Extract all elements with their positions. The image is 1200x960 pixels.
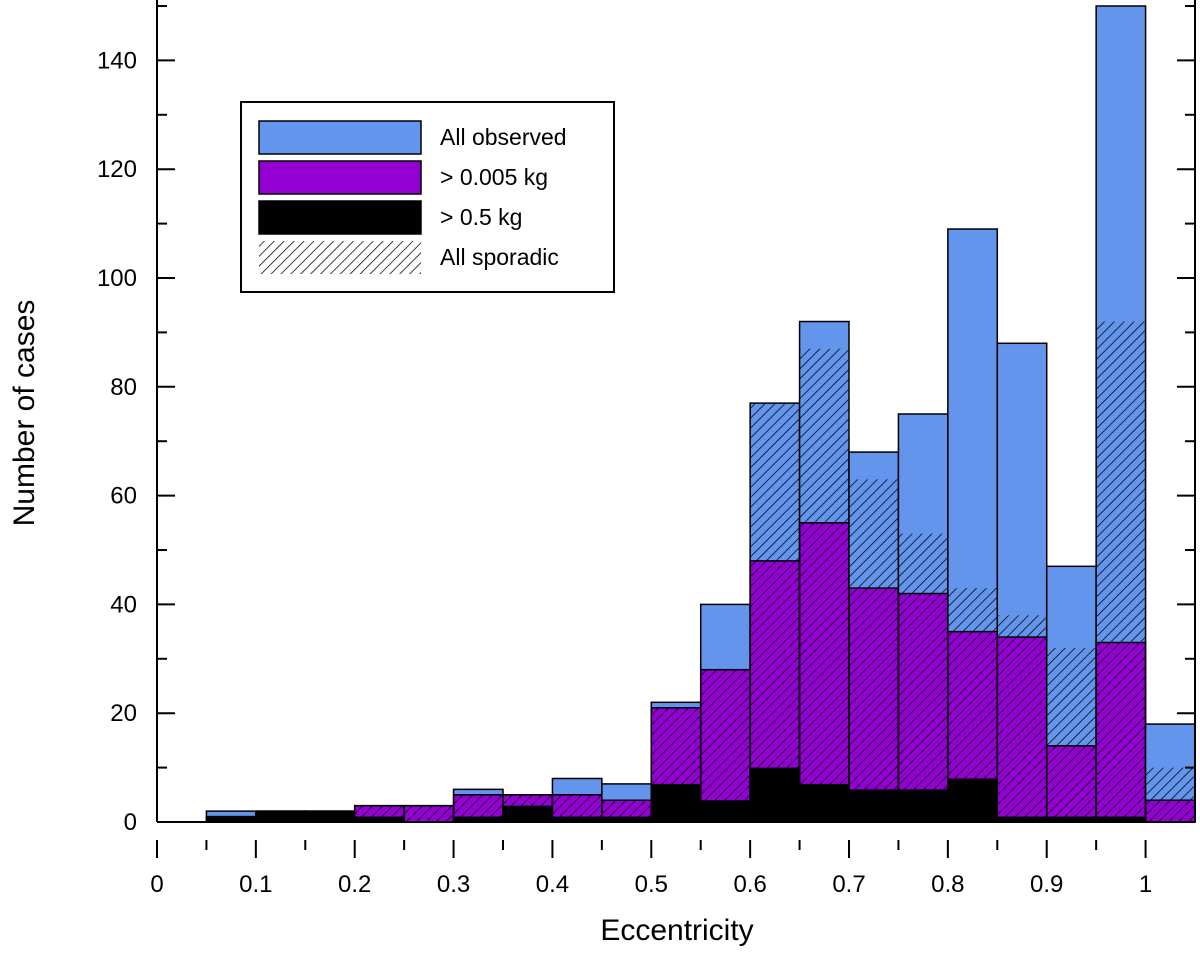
y-tick-label: 60 [110,483,137,510]
legend-swatch-heavy [258,160,422,195]
y-axis-title: Number of cases [8,300,41,527]
bar-all-sporadic [1096,321,1146,822]
y-tick-label: 100 [97,265,137,292]
bar-all-sporadic [206,816,256,822]
y-tick-label: 40 [110,591,137,618]
x-tick-label: 0.3 [437,871,470,898]
bar-all-sporadic [404,805,454,822]
y-tick-label: 0 [124,809,137,836]
x-tick-label: 0 [150,871,163,898]
bar-all-sporadic [453,794,503,822]
bar-all-sporadic [305,811,355,822]
x-tick-label: 0.6 [733,871,766,898]
x-tick-label: 0.8 [931,871,964,898]
bar-all-sporadic [898,533,948,822]
bar-all-sporadic [799,348,849,822]
x-tick-label: 0.1 [239,871,272,898]
x-tick-label: 0.7 [832,871,865,898]
x-tick-label: 1 [1139,871,1152,898]
y-tick-label: 20 [110,700,137,727]
bar-all-sporadic [997,615,1047,822]
legend: All observed > 0.005 kg > 0.5 kg All spo… [240,101,615,293]
axes: 0 20 40 60 80 100 120 140 0 0.1 0.2 0.3 0.4 0.5 0.6 0.7… [97,0,1196,898]
legend-swatch-very-heavy [258,200,422,235]
bar-all-sporadic [947,588,998,822]
bar-all-sporadic [552,794,602,822]
y-tick-label: 80 [110,374,137,401]
legend-swatch-all-observed [258,120,422,155]
x-tick-label: 0.2 [338,871,371,898]
legend-label-all-observed: All observed [440,124,567,150]
bar-all-sporadic [354,805,405,822]
x-axis-title: Eccentricity [600,914,753,947]
legend-label-very-heavy: > 0.5 kg [440,204,522,230]
x-tick-label: 0.4 [536,871,569,898]
y-tick-label: 120 [97,156,137,183]
bar-all-sporadic [750,403,800,822]
x-tick-label: 0.5 [635,871,668,898]
bar-all-sporadic [849,479,899,822]
x-tick-label: 0.9 [1030,871,1063,898]
bar-all-sporadic [1046,647,1097,822]
legend-swatch-sporadic [259,241,421,274]
legend-label-heavy: > 0.005 kg [440,164,548,190]
bar-all-sporadic [503,794,553,822]
bars-layer [205,5,1196,823]
y-tick-label: 140 [97,47,137,74]
bar-all-sporadic [601,800,652,822]
bar-all-sporadic [255,811,306,822]
bar-all-sporadic [1145,767,1195,822]
bar-all-sporadic [651,707,701,822]
bar-all-sporadic [700,669,751,822]
legend-label-sporadic: All sporadic [440,244,559,270]
